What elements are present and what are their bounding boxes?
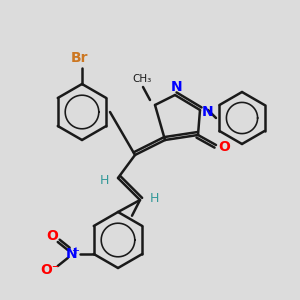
Text: H: H xyxy=(99,173,109,187)
Text: O: O xyxy=(218,140,230,154)
Text: O: O xyxy=(46,229,58,243)
Text: N: N xyxy=(66,247,78,261)
Text: N: N xyxy=(202,105,214,119)
Text: N: N xyxy=(171,80,183,94)
Text: H: H xyxy=(149,191,159,205)
Text: Br: Br xyxy=(71,51,89,65)
Text: +: + xyxy=(71,246,79,256)
Text: CH₃: CH₃ xyxy=(132,74,152,84)
Text: O⁻: O⁻ xyxy=(40,263,59,277)
